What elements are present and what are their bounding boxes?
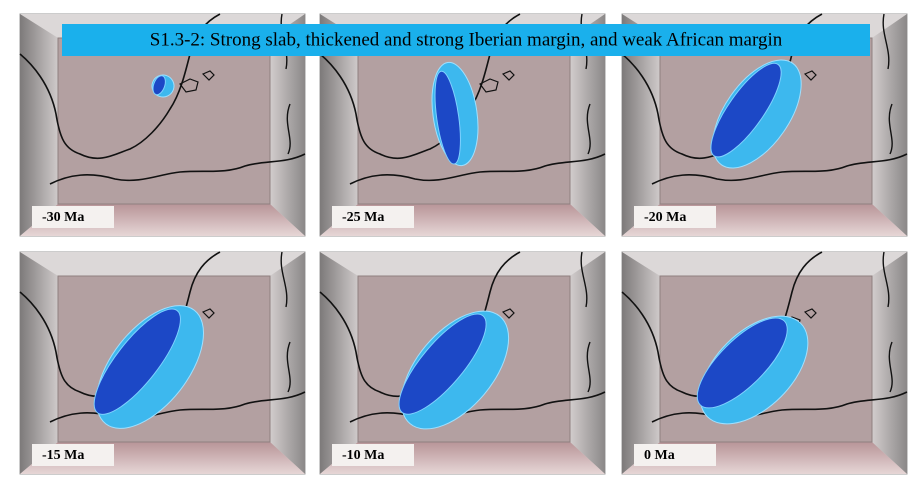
panel: 0 Ma (622, 252, 907, 474)
back-wall (58, 38, 270, 204)
panel-label: -10 Ma (342, 448, 384, 463)
figure: -30 Ma -25 Ma -20 Ma -15 Ma -10 Ma 0 Ma S1.3-… (0, 0, 911, 483)
panel-label: -15 Ma (42, 448, 84, 463)
left-wall (320, 252, 358, 474)
top-wall (320, 252, 605, 276)
panel: -15 Ma (20, 252, 305, 474)
panel-label: -30 Ma (42, 210, 84, 225)
top-wall (20, 252, 305, 276)
panel: -10 Ma (320, 252, 605, 474)
left-wall (622, 252, 660, 474)
left-wall (20, 252, 58, 474)
panel-label: -20 Ma (644, 210, 686, 225)
left-wall (20, 14, 58, 236)
panels: -30 Ma -25 Ma -20 Ma -15 Ma -10 Ma 0 Ma (20, 14, 907, 474)
panel-label: 0 Ma (644, 448, 675, 463)
title: S1.3-2: Strong slab, thickened and stron… (150, 29, 783, 50)
panel-label: -25 Ma (342, 210, 384, 225)
top-wall (622, 252, 907, 276)
